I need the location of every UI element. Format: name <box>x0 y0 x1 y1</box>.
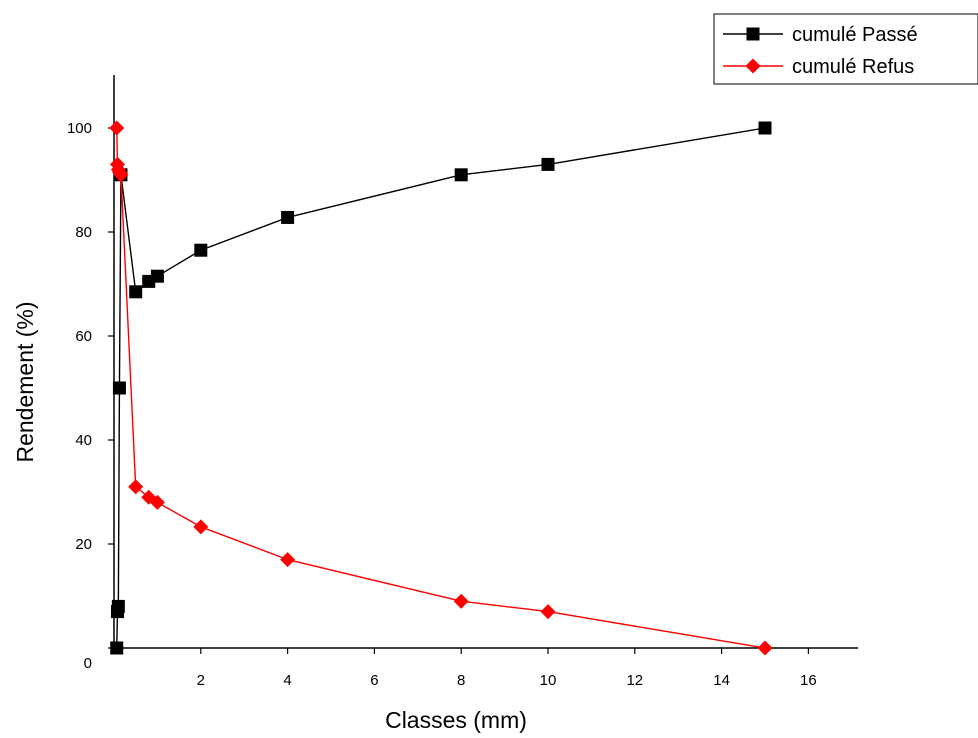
data-point <box>194 243 208 257</box>
data-point <box>129 285 143 299</box>
data-point <box>280 552 296 568</box>
x-tick-label: 14 <box>713 672 730 689</box>
data-point <box>111 599 125 613</box>
series-layer <box>109 120 773 656</box>
data-point <box>113 167 129 183</box>
data-point <box>454 168 468 182</box>
x-tick-label: 16 <box>800 672 817 689</box>
x-tick-label: 4 <box>283 672 291 689</box>
legend-items: cumulé Passé cumulé Refus <box>723 24 918 78</box>
data-point <box>540 604 556 620</box>
legend-label: cumulé Refus <box>792 56 914 78</box>
y-axis-title: Rendement (%) <box>12 301 38 462</box>
plot-area: 2 4 6 8 10 12 14 16 0 20 40 60 80 100 <box>67 75 858 689</box>
data-point <box>758 121 772 135</box>
legend-box <box>713 13 978 85</box>
legend-label: cumulé Passé <box>792 24 918 46</box>
data-point <box>757 640 773 656</box>
y-tick-label: 100 <box>67 120 92 137</box>
data-point <box>112 381 126 395</box>
series-1 <box>110 121 772 655</box>
y-tick-label: 60 <box>75 328 92 345</box>
series-line <box>116 127 766 649</box>
legend-item: cumulé Refus <box>723 56 914 78</box>
data-point <box>281 210 295 224</box>
data-point <box>541 157 555 171</box>
y-tick-label: 0 <box>84 655 92 672</box>
legend: cumulé Passé cumulé Refus <box>713 13 978 85</box>
legend-swatch-marker <box>746 27 760 41</box>
legend-item: cumulé Passé <box>723 24 918 46</box>
x-tick-label: 2 <box>197 672 205 689</box>
x-ticks: 2 4 6 8 10 12 14 16 <box>113 648 817 689</box>
series-line <box>116 127 766 649</box>
data-point <box>453 593 469 609</box>
data-point <box>109 120 125 136</box>
y-tick-label: 40 <box>75 432 92 449</box>
legend-swatch-marker <box>745 58 761 74</box>
data-point <box>128 479 144 495</box>
x-tick-label: 6 <box>370 672 378 689</box>
series-2 <box>109 120 773 656</box>
data-point <box>150 269 164 283</box>
x-tick-label: 10 <box>540 672 557 689</box>
y-tick-label: 20 <box>75 536 92 553</box>
y-tick-label: 80 <box>75 224 92 241</box>
x-tick-label: 12 <box>626 672 643 689</box>
data-point <box>149 494 165 510</box>
data-point <box>193 519 209 535</box>
x-tick-label: 8 <box>457 672 465 689</box>
data-point <box>110 641 124 655</box>
x-axis-title: Classes (mm) <box>385 707 527 733</box>
y-ticks: 0 20 40 60 80 100 <box>67 120 114 672</box>
